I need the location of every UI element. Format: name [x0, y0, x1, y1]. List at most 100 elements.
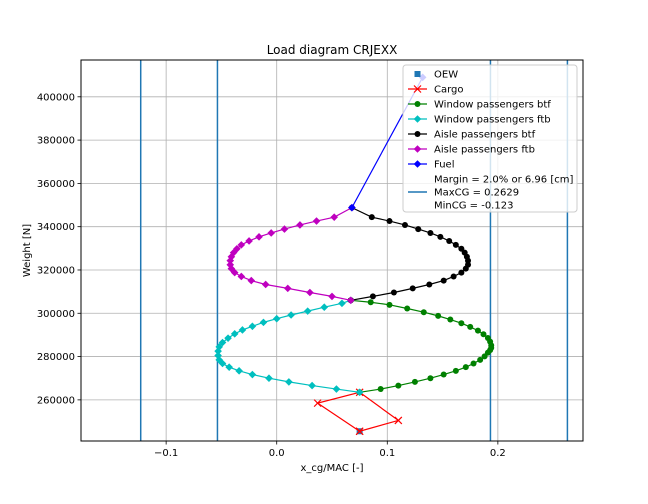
aisle-passengers-ftb-point	[237, 272, 246, 281]
window-passengers-ftb-point	[224, 334, 232, 342]
legend-entry-cargo: Cargo	[408, 85, 464, 96]
window-passengers-ftb-point	[248, 322, 257, 331]
legend-entry-cg-limits: Margin = 2.0% or 6.96 [cm] MaxCG = 0.2629…	[408, 175, 573, 212]
window-passengers-btf-point	[452, 367, 459, 374]
window-passengers-ftb-point	[214, 351, 222, 360]
aisle-passengers-btf-point	[390, 289, 397, 296]
aisle-passengers-ftb-point	[306, 288, 314, 297]
aisle-passengers-ftb-point	[283, 284, 292, 293]
legend-label: Window passengers btf	[434, 100, 551, 111]
legend-swatch-marker	[414, 131, 421, 137]
x-tick-label: 0.1	[379, 448, 395, 459]
window-passengers-btf-point	[480, 331, 487, 338]
window-passengers-btf-point	[447, 316, 454, 323]
legend: OEW Cargo Window passengers btf Window pass…	[402, 64, 578, 213]
aisle-passengers-ftb-point	[245, 237, 253, 245]
window-passengers-ftb-point	[265, 374, 273, 383]
window-passengers-ftb-point	[285, 378, 293, 386]
aisle-passengers-btf-point	[452, 241, 459, 248]
window-passengers-ftb-point	[287, 311, 295, 319]
legend-label-line: MaxCG = 0.2629	[434, 188, 519, 199]
chart-title: Load diagram CRJEXX	[267, 43, 398, 57]
aisle-passengers-ftb-point	[267, 229, 275, 237]
legend-entry-fuel: Fuel	[408, 160, 454, 171]
fuel-point	[348, 203, 356, 212]
legend-swatch-marker	[414, 101, 421, 107]
aisle-passengers-ftb-point	[330, 213, 339, 221]
aisle-passengers-btf-point	[368, 214, 375, 221]
cargo-point	[313, 399, 322, 408]
x-tick-label: 0.2	[490, 448, 506, 459]
aisle-passengers-ftb-point	[296, 221, 304, 229]
aisle-passengers-ftb-point	[346, 296, 355, 305]
window-passengers-btf-point	[474, 327, 481, 334]
window-passengers-btf-point	[411, 378, 418, 385]
aisle-passengers-ftb-point	[255, 233, 263, 241]
series-layer	[214, 73, 495, 436]
window-passengers-ftb-point	[303, 307, 312, 315]
x-tick-label: 0.0	[269, 448, 285, 459]
window-passengers-btf-point	[484, 334, 491, 341]
window-passengers-ftb-point	[225, 363, 233, 371]
window-passengers-ftb-point	[259, 318, 268, 327]
aisle-passengers-btf-point	[369, 293, 376, 300]
window-passengers-btf-point	[386, 301, 393, 308]
aisle-passengers-ftb-point	[312, 217, 321, 225]
legend-swatch-marker	[413, 160, 422, 168]
aisle-passengers-ftb-point	[229, 248, 238, 257]
aisle-passengers-btf-point	[458, 245, 465, 252]
legend-swatch-marker	[413, 85, 422, 93]
legend-entry-aisle-passengers-btf: Aisle passengers btf	[408, 130, 536, 141]
series-aisle-passengers-btf	[347, 204, 472, 304]
legend-label: Cargo	[434, 85, 464, 96]
y-tick-label: 380000	[37, 136, 75, 147]
aisle-passengers-btf-point	[401, 221, 408, 228]
window-passengers-ftb-point	[308, 381, 316, 390]
aisle-passengers-btf-point	[415, 226, 422, 233]
legend-label: Window passengers ftb	[434, 115, 551, 126]
window-passengers-ftb-point	[238, 326, 247, 334]
legend-label: Aisle passengers btf	[434, 130, 536, 141]
window-passengers-btf-point	[440, 371, 447, 378]
y-tick-label: 280000	[37, 352, 75, 363]
window-passengers-ftb-point	[230, 330, 239, 338]
legend-entry-window-passengers-ftb: Window passengers ftb	[408, 115, 551, 126]
legend-entry-window-passengers-btf: Window passengers btf	[408, 100, 551, 111]
legend-entry-aisle-passengers-ftb: Aisle passengers ftb	[408, 145, 535, 156]
window-passengers-btf-point	[420, 309, 427, 316]
aisle-passengers-btf-point	[446, 237, 453, 244]
aisle-passengers-ftb-point	[230, 268, 239, 277]
series-cargo	[313, 388, 403, 436]
aisle-passengers-btf-point	[409, 285, 416, 292]
aisle-passengers-ftb-point	[280, 225, 289, 233]
legend-swatch-marker	[414, 71, 421, 77]
y-tick-label: 260000	[37, 395, 75, 406]
aisle-passengers-btf-point	[440, 277, 447, 284]
window-passengers-btf-point	[427, 375, 434, 382]
window-passengers-ftb-point	[218, 359, 227, 368]
window-passengers-ftb-point	[215, 343, 224, 351]
legend-label: Fuel	[434, 160, 454, 171]
aisle-passengers-ftb-point	[328, 292, 336, 301]
aisle-passengers-btf-point	[458, 269, 465, 276]
aisle-passengers-btf-point	[465, 261, 472, 268]
legend-swatch-marker	[413, 145, 422, 153]
window-passengers-btf-point	[458, 320, 465, 327]
window-passengers-ftb-point	[320, 303, 329, 312]
y-axis-label: Weight [N]	[22, 224, 33, 277]
aisle-passengers-btf-point	[427, 229, 434, 236]
y-tick-label: 400000	[37, 92, 75, 103]
legend-label: OEW	[434, 70, 458, 81]
aisle-passengers-btf-point	[437, 233, 444, 240]
x-axis-label: x_cg/MAC [-]	[301, 463, 364, 474]
aisle-passengers-ftb-point	[227, 264, 236, 273]
window-passengers-btf-point	[367, 299, 374, 306]
legend-label: Aisle passengers ftb	[434, 145, 535, 156]
legend-label-line: MinCG = -0.123	[434, 201, 513, 212]
aisle-passengers-ftb-point	[233, 244, 241, 253]
legend-entry-oew: OEW	[414, 70, 458, 81]
window-passengers-btf-point	[395, 382, 402, 389]
legend-swatch-marker	[413, 115, 422, 123]
